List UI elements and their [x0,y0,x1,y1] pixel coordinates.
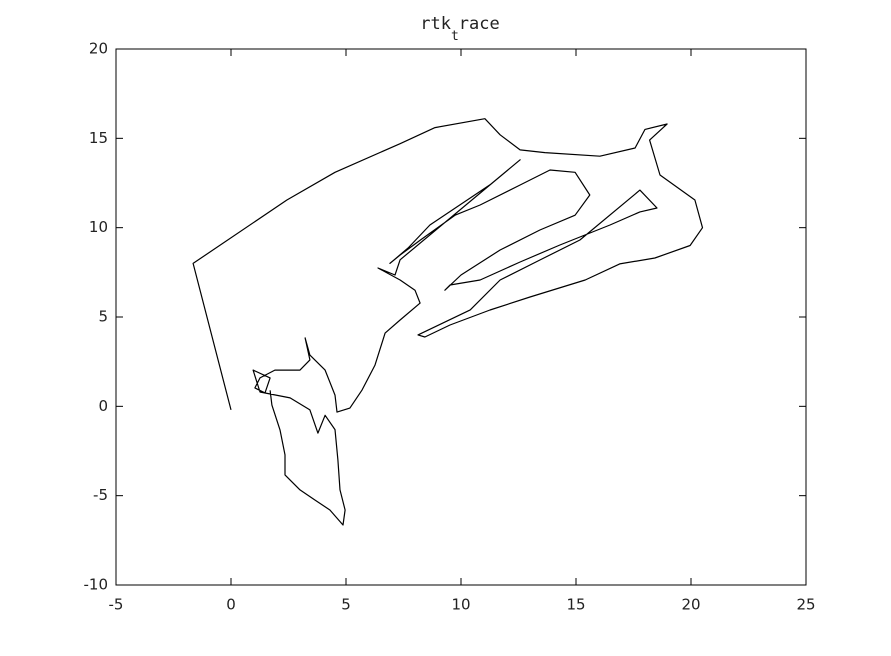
y-tick-label: 10 [89,218,108,236]
x-tick-label: 20 [681,596,700,614]
x-tick-label: 0 [226,596,236,614]
y-tick-label: 20 [89,40,108,58]
y-tick-label: 15 [89,129,108,147]
plot-frame [115,48,807,586]
x-tick-label: 10 [451,596,470,614]
x-tick-label: 25 [796,596,815,614]
y-tick-label: -10 [84,576,109,594]
chart-title: rtktrace [420,14,500,44]
trace-line [192,118,704,526]
title-rest: race [459,14,500,34]
x-tick-label: 15 [566,596,585,614]
y-tick-label: -5 [93,486,108,504]
y-tick-label: 0 [98,397,108,415]
title-main: rtk [420,14,451,34]
title-subscript: t [451,29,459,44]
x-tick-label: -5 [109,596,124,614]
y-tick-label: 5 [98,308,108,326]
x-tick-label: 5 [341,596,351,614]
